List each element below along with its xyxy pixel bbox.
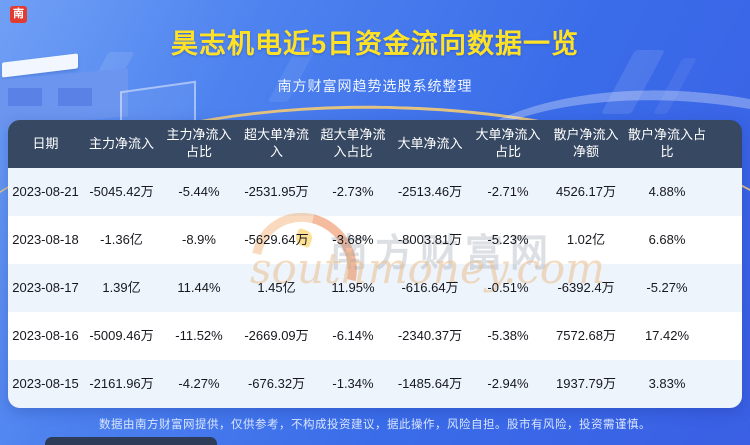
table-cell: 1.02亿	[566, 231, 606, 247]
table-cell: -5009.46万	[89, 327, 154, 343]
building-window	[8, 88, 42, 106]
table-cell: -5.38%	[487, 327, 529, 343]
table-cell: -2531.95万	[244, 183, 309, 199]
table-cell: 2023-08-16	[12, 327, 79, 343]
table-cell: -1.34%	[332, 375, 374, 391]
column-header: 大单净流入占比	[475, 127, 541, 159]
table-cell: -5045.42万	[89, 183, 154, 199]
table-cell: 2023-08-21	[12, 183, 79, 199]
table-cell: 17.42%	[644, 327, 690, 343]
table-cell: -5.44%	[178, 183, 220, 199]
column-header: 散户净流入净额	[553, 127, 619, 159]
table-row: 2023-08-15 -2161.96万 -4.27% -676.32万 -1.34% -…	[8, 360, 742, 408]
table-header: 日期 主力净流入 主力净流入占比 超大单净流入 超大单净流入占比 大单净流入 大单净流入占比…	[8, 120, 742, 168]
table-cell: 7572.68万	[556, 327, 616, 343]
table-cell: 1.39亿	[102, 279, 141, 295]
table-row: 2023-08-18 -1.36亿 -8.9% -5629.64万 -3.68% -800…	[8, 216, 742, 264]
table-cell: -6392.4万	[557, 279, 615, 295]
table-cell: 2023-08-15	[12, 375, 79, 391]
column-header: 日期	[32, 135, 59, 151]
table-cell: -616.64万	[401, 279, 459, 295]
building-window	[58, 88, 92, 106]
table-row: 2023-08-16 -5009.46万 -11.52% -2669.09万 -6.14…	[8, 312, 742, 360]
site-logo: 南	[10, 6, 27, 23]
table-cell: -6.14%	[332, 327, 374, 343]
table-cell: 4.88%	[648, 183, 686, 199]
table-cell: -5629.64万	[244, 231, 309, 247]
building-illustration	[0, 50, 210, 134]
table-cell: -4.27%	[178, 375, 220, 391]
table-cell: -2340.37万	[397, 327, 463, 343]
table-cell: -2.94%	[487, 375, 529, 391]
column-header: 超大单净流入占比	[320, 127, 386, 159]
table-cell: 2023-08-18	[12, 231, 79, 247]
table-cell: -2161.96万	[89, 375, 154, 391]
table-cell: -5.27%	[646, 279, 688, 295]
table-body: 2023-08-21 -5045.42万 -5.44% -2531.95万 -2.73%…	[8, 168, 742, 408]
column-header: 散户净流入占比	[627, 127, 706, 159]
table-cell: -8.9%	[182, 231, 216, 247]
table-cell: -3.68%	[332, 231, 374, 247]
table-cell: 2023-08-17	[12, 279, 79, 295]
table-cell: 1.45亿	[257, 279, 296, 295]
table-cell: 1937.79万	[556, 375, 616, 391]
table-cell: -2513.46万	[397, 183, 463, 199]
table-row: 2023-08-21 -5045.42万 -5.44% -2531.95万 -2.73%…	[8, 168, 742, 216]
table-cell: -1485.64万	[397, 375, 463, 391]
table-row: 2023-08-17 1.39亿 11.44% 1.45亿 11.95% -616.64万…	[8, 264, 742, 312]
table-cell: 11.95%	[331, 279, 375, 295]
table-cell: 6.68%	[648, 231, 686, 247]
column-header: 主力净流入	[88, 135, 154, 151]
table-cell: 11.44%	[177, 279, 221, 295]
column-header: 大单净流入	[397, 135, 463, 151]
table-cell: -0.51%	[487, 279, 529, 295]
table-cell: -676.32万	[247, 375, 306, 391]
table-cell: -2.73%	[332, 183, 374, 199]
table-cell: -11.52%	[175, 327, 223, 343]
table-cell: -2.71%	[487, 183, 529, 199]
column-header: 超大单净流入	[243, 127, 309, 159]
bottom-decoration	[45, 437, 217, 445]
table-cell: 4526.17万	[556, 183, 616, 199]
table-cell: -5.23%	[487, 231, 529, 247]
table-cell: 3.83%	[648, 375, 686, 391]
table-cell: -1.36亿	[100, 231, 143, 247]
page-subtitle: 南方财富网趋势选股系统整理	[277, 78, 473, 94]
page-title: 昊志机电近5日资金流向数据一览	[170, 29, 579, 59]
column-header: 主力净流入占比	[166, 127, 232, 159]
table-cell: -8003.81万	[397, 231, 463, 247]
footer-disclaimer: 数据由南方财富网提供，仅供参考，不构成投资建议，据此操作，风险自担。股市有风险，…	[99, 419, 651, 431]
fund-flow-table: 日期 主力净流入 主力净流入占比 超大单净流入 超大单净流入占比 大单净流入 大单净流入占比…	[8, 120, 742, 408]
table-cell: -2669.09万	[244, 327, 309, 343]
